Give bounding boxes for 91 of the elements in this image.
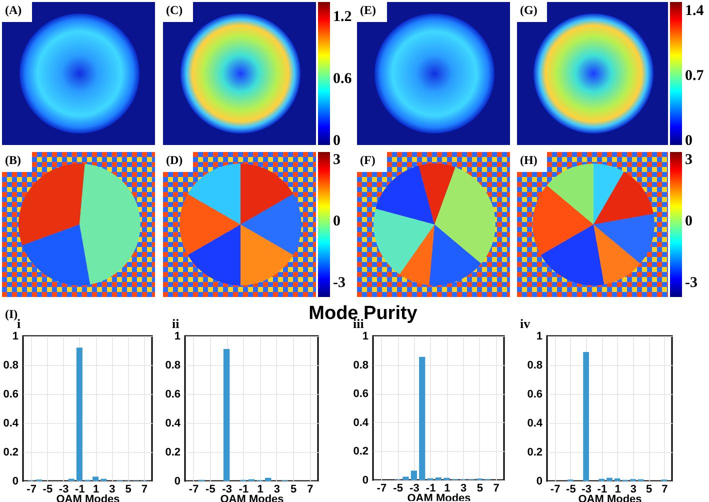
text: 0 xyxy=(685,133,692,149)
x-tick-label: -1 xyxy=(426,482,436,494)
y-tick-label: 0 xyxy=(174,476,180,488)
bar xyxy=(606,478,612,481)
y-tick-label: 0.8 xyxy=(165,360,180,372)
y-tick-label: 0.4 xyxy=(165,418,182,430)
y-tick-label: 0.6 xyxy=(353,388,368,400)
x-tick-label: 1 xyxy=(93,484,100,496)
y-tick-label: 0 xyxy=(12,476,18,488)
bar xyxy=(614,478,620,481)
x-tick-label: 1 xyxy=(444,482,450,494)
chart-title: ii xyxy=(172,316,180,331)
x-tick-label: 3 xyxy=(109,484,116,496)
x-tick-label: 7 xyxy=(493,482,500,494)
y-tick-label: 0.2 xyxy=(353,446,368,458)
text: -3 xyxy=(685,275,698,291)
x-tick-label: 3 xyxy=(274,484,280,496)
text: (C) xyxy=(166,3,183,17)
x-tick-label: -3 xyxy=(582,484,592,496)
text: 0.6 xyxy=(333,71,352,87)
text: (A) xyxy=(5,3,22,17)
x-tick-label: 1 xyxy=(614,484,621,496)
x-tick-label: 3 xyxy=(630,484,636,496)
text: 0 xyxy=(333,133,340,149)
text: (I) xyxy=(5,307,18,321)
text: 1.4 xyxy=(685,3,704,19)
x-tick-label: -1 xyxy=(597,484,608,496)
y-tick-label: 0.8 xyxy=(527,360,542,372)
chart-title: iv xyxy=(520,316,531,331)
x-tick-label: 5 xyxy=(290,484,297,496)
bar xyxy=(402,476,409,480)
y-tick-label: 1 xyxy=(362,330,368,342)
y-tick-label: 0.6 xyxy=(165,388,180,400)
x-tick-label: -3 xyxy=(58,484,69,496)
x-tick-label: 7 xyxy=(307,484,314,496)
x-tick-label: -7 xyxy=(26,484,36,496)
x-tick-label: -3 xyxy=(410,482,420,494)
bar xyxy=(419,356,426,480)
text: (H) xyxy=(520,153,538,167)
bar xyxy=(583,352,589,481)
text: -3 xyxy=(333,275,346,291)
y-tick-label: 0 xyxy=(362,474,368,486)
x-tick-label: -3 xyxy=(222,484,232,496)
text: 0.7 xyxy=(685,68,704,84)
text: 3 xyxy=(333,152,340,168)
text: (B) xyxy=(5,153,21,167)
bar xyxy=(410,470,418,480)
x-tick-label: -1 xyxy=(238,484,249,496)
x-tick-label: -1 xyxy=(75,484,85,496)
y-tick-label: 0.4 xyxy=(527,418,544,430)
y-tick-label: 0.8 xyxy=(3,360,18,372)
x-tick-label: -5 xyxy=(42,484,53,496)
x-tick-label: 1 xyxy=(257,484,264,496)
x-tick-label: -5 xyxy=(393,482,403,494)
bar xyxy=(265,478,272,481)
bar xyxy=(223,349,230,481)
chart-title: i xyxy=(17,316,21,331)
y-tick-label: 1 xyxy=(12,330,18,342)
text: (G) xyxy=(520,3,538,17)
x-tick-label: 3 xyxy=(460,482,467,494)
y-tick-label: 0.2 xyxy=(3,446,18,458)
y-tick-label: 0.8 xyxy=(353,359,368,372)
y-tick-label: 1 xyxy=(536,330,542,342)
text: (D) xyxy=(166,153,183,167)
text: (E) xyxy=(360,3,376,17)
bar xyxy=(435,477,442,480)
text: 0 xyxy=(685,214,692,230)
x-tick-label: -7 xyxy=(188,484,199,496)
y-tick-label: 0.6 xyxy=(3,388,18,400)
x-tick-label: -5 xyxy=(566,484,576,496)
y-tick-label: 0.2 xyxy=(165,446,180,458)
text: 0 xyxy=(333,214,340,230)
y-tick-label: 0.6 xyxy=(527,388,542,400)
x-tick-label: 7 xyxy=(662,484,668,496)
y-tick-label: 0.4 xyxy=(353,416,370,429)
text: (F) xyxy=(360,153,376,167)
x-tick-label: 5 xyxy=(125,484,132,496)
y-tick-label: 0 xyxy=(536,476,542,488)
text: 3 xyxy=(685,152,692,168)
y-tick-label: 1 xyxy=(174,330,180,342)
x-tick-label: -7 xyxy=(376,482,387,494)
text: 1.2 xyxy=(333,9,352,25)
x-tick-label: -7 xyxy=(550,484,560,496)
bar xyxy=(92,476,99,481)
bar xyxy=(76,348,82,481)
y-tick-label: 0.2 xyxy=(527,446,542,458)
x-tick-label: -5 xyxy=(206,484,216,496)
x-tick-label: 5 xyxy=(476,482,483,494)
x-tick-label: 5 xyxy=(646,484,652,496)
x-tick-label: 7 xyxy=(141,484,148,496)
y-tick-label: 0.4 xyxy=(3,418,20,430)
